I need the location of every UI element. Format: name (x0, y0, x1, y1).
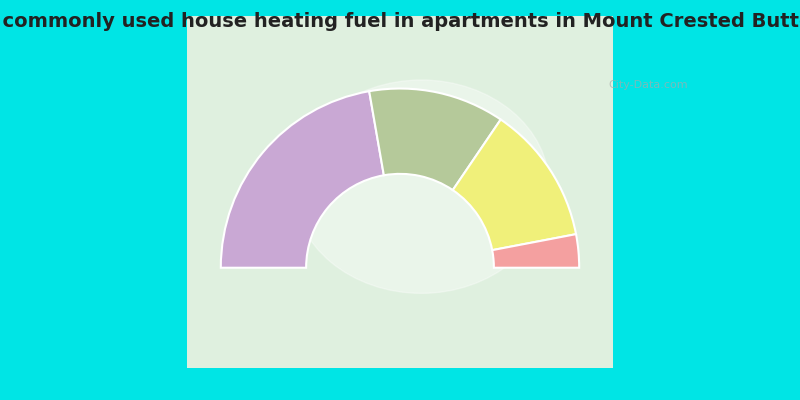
Wedge shape (369, 88, 501, 190)
Ellipse shape (294, 80, 550, 293)
Wedge shape (453, 120, 576, 250)
Wedge shape (492, 234, 579, 268)
Text: Most commonly used house heating fuel in apartments in Mount Crested Butte, CO: Most commonly used house heating fuel in… (0, 12, 800, 31)
Text: City-Data.com: City-Data.com (608, 80, 688, 90)
Wedge shape (221, 91, 384, 268)
